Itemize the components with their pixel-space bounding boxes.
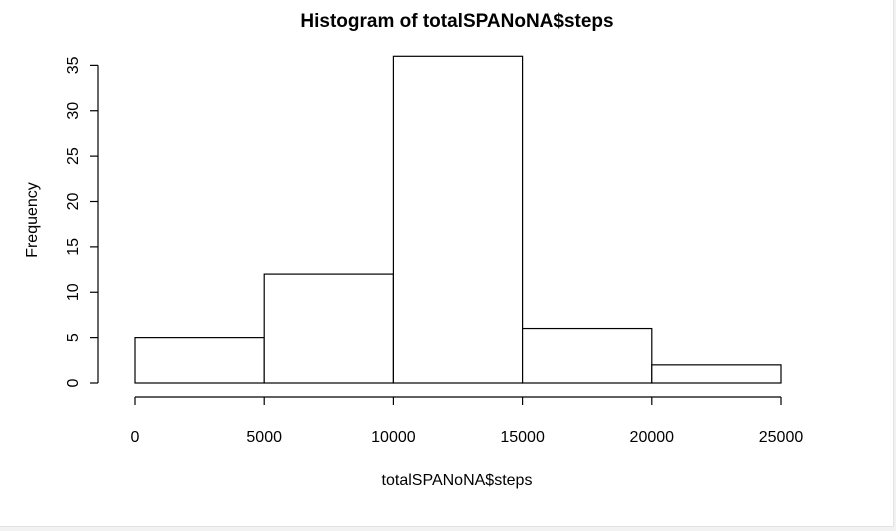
histogram-bars	[134, 55, 782, 384]
x-tick-label: 20000	[630, 429, 675, 446]
histogram-bar	[521, 327, 653, 384]
histogram-bar	[134, 337, 265, 384]
y-tick-label: 15	[65, 238, 82, 256]
y-tick-label: 0	[65, 378, 82, 387]
y-tick-label: 20	[65, 193, 82, 211]
histogram-bar	[263, 273, 395, 384]
x-tick-label: 15000	[500, 429, 545, 446]
x-axis: 0 5000 10000 15000 20000 25000	[131, 396, 804, 446]
x-tick-label: 5000	[246, 429, 282, 446]
x-axis-label: totalSPANoNA$steps	[382, 472, 533, 489]
histogram-bar	[651, 364, 782, 384]
y-tick-label: 25	[65, 147, 82, 165]
histogram-bar	[392, 55, 524, 384]
y-tick-label: 30	[65, 102, 82, 120]
y-tick-label: 5	[65, 333, 82, 342]
x-tick-label: 25000	[759, 429, 804, 446]
x-tick-label: 10000	[371, 429, 416, 446]
y-axis: 0 5 10 15 20 25 30 35	[65, 56, 99, 387]
y-axis-label: Frequency	[24, 182, 41, 258]
x-tick-label: 0	[131, 429, 140, 446]
y-tick-label: 35	[65, 56, 82, 74]
chart-title: Histogram of totalSPANoNA$steps	[300, 11, 613, 32]
y-tick-label: 10	[65, 283, 82, 301]
